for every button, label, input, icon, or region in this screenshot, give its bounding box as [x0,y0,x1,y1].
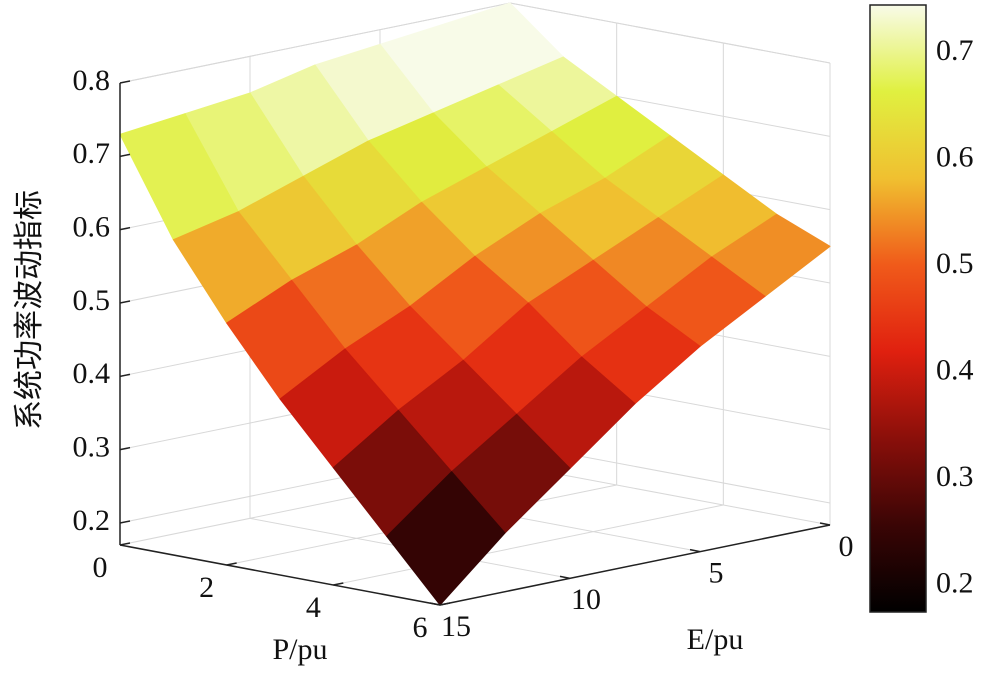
colorbar-tick-label: 0.4 [936,353,974,386]
x-tick [119,542,131,546]
colorbar-tick-label: 0.7 [936,34,974,67]
x-tick-label: 4 [306,591,321,624]
colorbar-tick-label: 0.5 [936,247,974,280]
colorbar-tick-label: 0.6 [936,140,974,173]
x-axis [119,544,441,606]
y-tick [689,548,701,553]
box-edge [119,2,511,84]
y-axis [439,524,831,606]
y-tick [559,575,571,580]
box-edge [509,2,831,64]
x-axis-label: P/pu [272,633,327,666]
x-tick-label: 6 [413,611,428,644]
x-tick [226,562,237,566]
z-tick-label: 0.4 [73,357,111,390]
surface [119,2,831,606]
z-tick-label: 0.2 [73,504,111,537]
y-tick-label: 5 [709,557,724,590]
x-tick [333,582,344,586]
y-tick-label: 0 [839,530,854,563]
z-tick-label: 0.5 [73,284,111,317]
z-tick-label: 0.8 [73,64,111,97]
x-tick-label: 2 [199,571,214,604]
grid-line [333,504,724,586]
z-tick-label: 0.6 [73,211,111,244]
z-tick [119,373,131,378]
y-tick [429,602,441,606]
z-tick [119,520,131,524]
y-tick-label: 15 [441,610,471,643]
z-tick [119,446,131,451]
z-axis-label: 系统功率波动指标 [13,190,46,430]
z-tick [119,226,131,231]
z-tick [119,300,131,304]
colorbar-tick-label: 0.2 [936,566,974,599]
colorbar-tick-label: 0.3 [936,460,974,493]
z-tick [119,153,131,158]
y-tick [819,522,831,526]
x-tick [439,602,451,606]
z-tick-label: 0.3 [73,431,111,464]
z-tick [119,80,131,84]
y-axis-label: E/pu [687,623,744,656]
colorbar [869,4,927,613]
x-tick-label: 0 [93,551,108,584]
y-tick-label: 10 [571,583,601,616]
z-tick-label: 0.7 [73,137,111,170]
